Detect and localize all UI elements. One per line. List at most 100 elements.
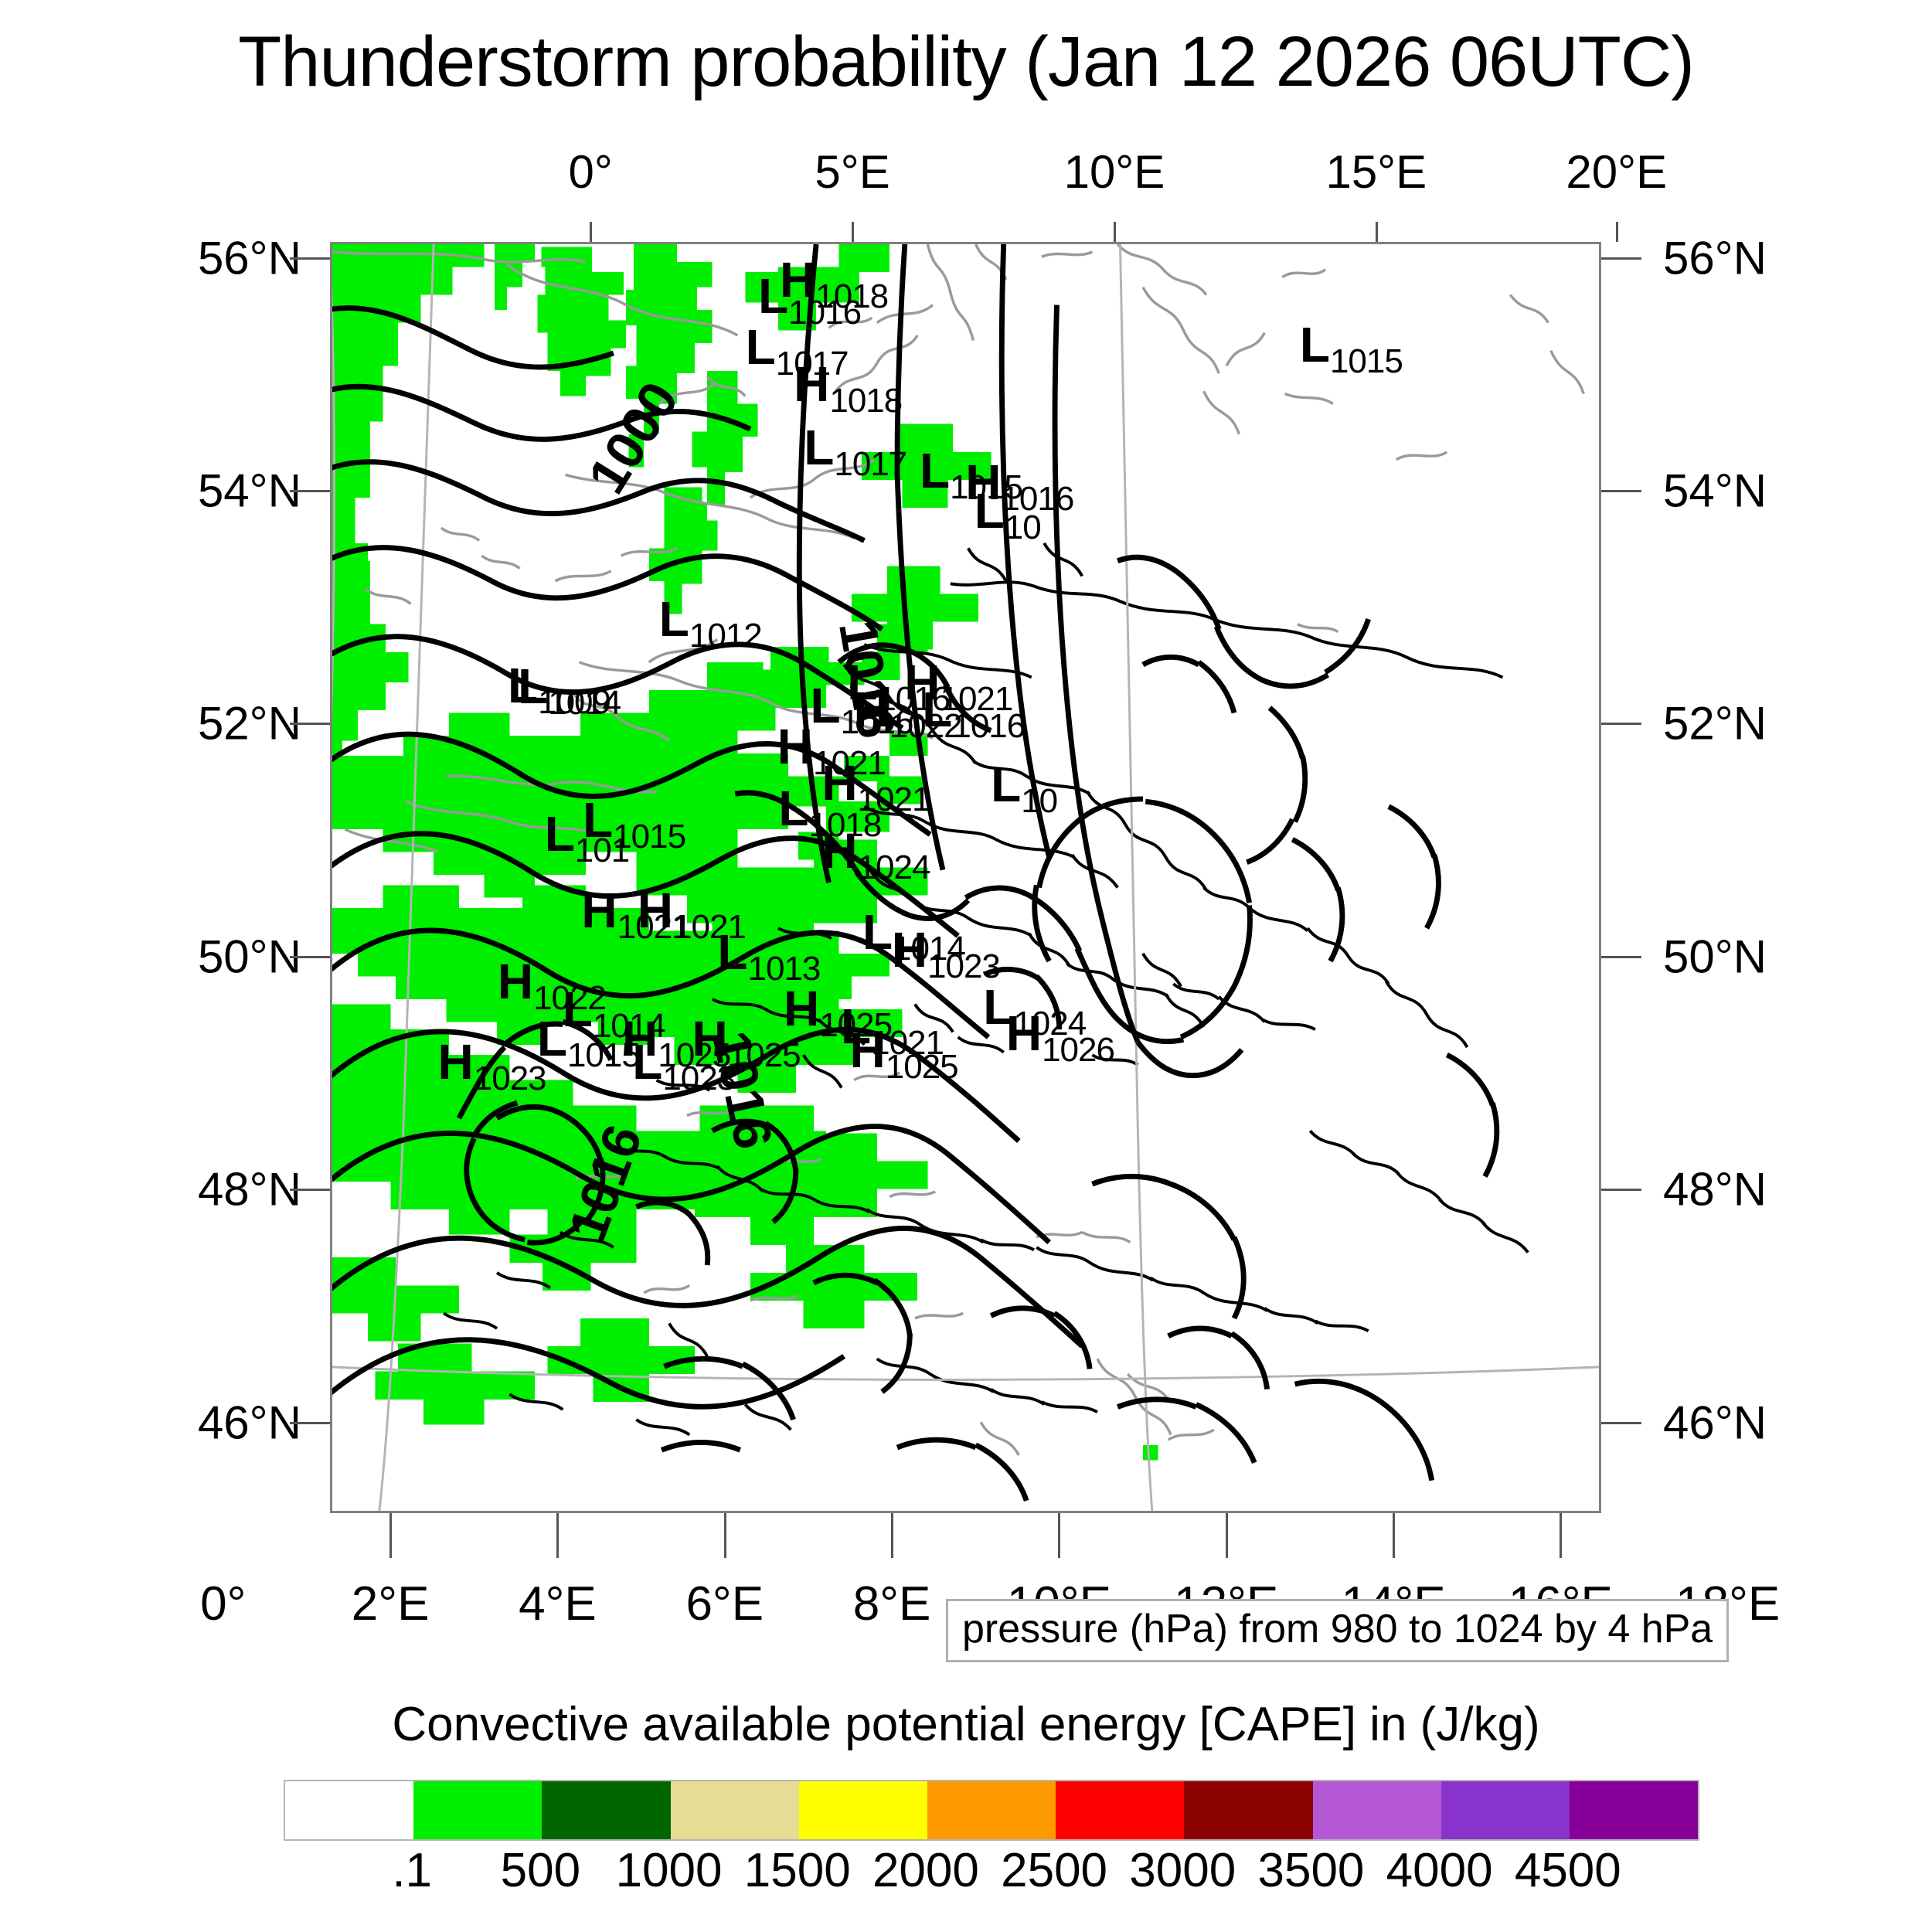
isobar-layer: [332, 244, 1500, 1502]
colorbar-segment-6[interactable]: [1056, 1781, 1185, 1839]
pressure-marker-glyph: L: [758, 268, 789, 325]
axis-tick: [891, 1513, 894, 1558]
axis-tick: [1393, 1513, 1396, 1558]
pressure-marker-h-31: H1025: [784, 984, 893, 1043]
pressure-marker-value: 1016: [840, 703, 914, 742]
pressure-marker-h-39: H1023: [437, 1033, 547, 1096]
pressure-marker-value: 1025: [819, 1005, 893, 1044]
axis-tick: [1601, 1422, 1641, 1425]
pressure-marker-value: 1015: [1329, 342, 1403, 380]
pressure-marker-value: 1012: [689, 617, 763, 655]
axis-label-bottom-4: 8°E: [852, 1577, 931, 1631]
pressure-marker-glyph: H: [965, 454, 1002, 510]
cape-shading-layer: [332, 244, 1158, 1461]
pressure-marker-glyph: H: [777, 718, 813, 774]
colorbar-tick-9: 4500: [1514, 1844, 1621, 1897]
pressure-marker-glyph: H: [622, 1011, 658, 1067]
pressure-marker-l-30: L1014: [563, 985, 666, 1043]
cape-colorbar[interactable]: [284, 1780, 1699, 1841]
pressure-marker-h-24: H1021: [581, 886, 690, 944]
pressure-marker-glyph: H: [1005, 1005, 1043, 1062]
colorbar-segment-9[interactable]: [1440, 1781, 1570, 1839]
pressure-marker-value: 1021: [857, 781, 931, 819]
pressure-marker-value: 1016: [952, 706, 1026, 745]
axis-label-top-4: 20°E: [1566, 146, 1668, 198]
colorbar-segment-3[interactable]: [670, 1781, 799, 1839]
pressure-marker-value: 1022: [533, 979, 607, 1018]
pressure-marker-glyph: H: [637, 882, 674, 938]
pressure-marker-glyph: H: [497, 954, 534, 1010]
pressure-marker-l-16: L1016: [922, 681, 1026, 743]
axis-label-right-4: 48°N: [1663, 1163, 1767, 1216]
colorbar-segment-2[interactable]: [542, 1781, 671, 1839]
pressure-marker-glyph: H: [437, 1033, 474, 1090]
colorbar-segment-8[interactable]: [1312, 1781, 1441, 1839]
pressure-marker-value: 1021: [812, 743, 886, 782]
pressure-marker-h-38: H1025: [850, 1026, 959, 1084]
pressure-marker-value: 1009: [538, 682, 611, 721]
pressure-marker-glyph: L: [991, 757, 1022, 813]
pressure-marker-glyph: L: [745, 319, 776, 376]
pressure-marker-glyph: L: [658, 591, 689, 648]
axis-label-top-3: 15°E: [1325, 146, 1427, 198]
colorbar-segment-7[interactable]: [1184, 1781, 1313, 1839]
colorbar-tick-1: 500: [500, 1844, 581, 1897]
axis-label-top-2: 10°E: [1063, 146, 1165, 198]
axis-label-top-0: 0°: [568, 146, 613, 198]
pressure-marker-value: 1023: [473, 1059, 547, 1097]
pressure-marker-glyph: L: [508, 657, 539, 713]
pressure-marker-value: 1015: [950, 468, 1023, 506]
pressure-marker-glyph: H: [821, 755, 858, 811]
colorbar-segment-5[interactable]: [927, 1781, 1056, 1839]
pressure-marker-value: 1025: [727, 1036, 801, 1075]
pressure-marker-h-4: H1018: [794, 359, 903, 418]
pressure-marker-value: 10: [1004, 509, 1042, 547]
pressure-marker-value: 1017: [775, 345, 849, 383]
colorbar-segment-0[interactable]: [285, 1781, 414, 1839]
pressure-marker-h-25: H1021: [637, 882, 747, 944]
colorbar-tick-4: 2000: [872, 1844, 979, 1897]
page-title: Thunderstorm probability (Jan 12 2026 06…: [238, 22, 1695, 101]
pressure-marker-l-2: L1017: [745, 319, 849, 381]
colorbar-tick-5: 2500: [1001, 1844, 1108, 1897]
pressure-marker-l-26: L1014: [862, 903, 966, 966]
axis-label-right-3: 50°N: [1663, 930, 1767, 983]
pressure-marker-l-8: L10: [975, 486, 1042, 545]
pressure-marker-value: 1026: [1042, 1031, 1115, 1070]
map-plot-area[interactable]: 1000 1016 1016 1016 L1016 H1018 L1017 L1015…: [330, 242, 1601, 1513]
axis-tick: [590, 222, 593, 242]
pressure-marker-glyph: L: [847, 655, 878, 711]
pressure-marker-value: 1018: [829, 381, 903, 420]
pressure-marker-h-27: H1023: [892, 925, 1001, 984]
pressure-marker-value: 1025: [885, 1047, 959, 1086]
pressure-marker-glyph: H: [904, 655, 940, 711]
pressure-marker-glyph: L: [922, 681, 953, 737]
colorbar-segment-10[interactable]: [1569, 1781, 1699, 1839]
colorbar-segment-1[interactable]: [413, 1781, 543, 1839]
pressure-marker-glyph: L: [919, 442, 951, 498]
axis-tick: [1375, 222, 1378, 242]
axis-label-right-0: 56°N: [1663, 232, 1767, 284]
colorbar-tick-8: 4000: [1386, 1844, 1493, 1897]
colorbar-tick-7: 3500: [1257, 1844, 1365, 1897]
axis-label-left-0: 56°N: [197, 232, 301, 284]
axis-tick: [1601, 722, 1641, 725]
pressure-marker-glyph: L: [862, 903, 893, 960]
pressure-marker-l-6: L1015: [919, 442, 1023, 505]
axis-tick: [389, 1513, 393, 1558]
axis-tick: [1601, 956, 1641, 959]
pressure-marker-h-13: H1021: [904, 655, 1013, 716]
pressure-marker-glyph: H: [692, 1011, 728, 1067]
axis-label-top-1: 5°E: [815, 146, 890, 198]
pressure-marker-value: 1024: [1013, 1004, 1087, 1043]
axis-tick: [290, 1189, 330, 1192]
axis-tick: [290, 257, 330, 260]
colorbar-segment-4[interactable]: [798, 1781, 927, 1839]
axis-tick: [1601, 489, 1641, 492]
pressure-marker-glyph: L: [562, 981, 593, 1038]
country-border-layer: [443, 542, 1529, 1437]
pressure-marker-value: 1016: [877, 680, 951, 719]
pressure-marker-value: 1018: [808, 806, 882, 845]
graticule-layer: [332, 244, 1599, 1511]
pressure-marker-value: 1014: [548, 684, 621, 723]
